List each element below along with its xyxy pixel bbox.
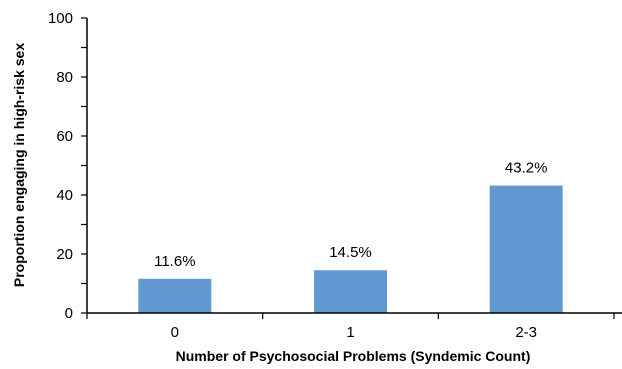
x-tick-label: 1	[346, 324, 354, 341]
x-tick-label: 0	[171, 324, 179, 341]
data-label-0: 11.6%	[154, 253, 195, 270]
y-tick-label: 60	[56, 128, 73, 145]
y-tick-label: 0	[65, 305, 73, 322]
data-labels: 11.6% 14.5% 43.2%	[154, 160, 547, 270]
bar-0	[138, 278, 212, 313]
y-tick-label: 80	[56, 69, 73, 86]
data-label-1: 14.5%	[329, 244, 372, 261]
bar-2-3	[489, 185, 563, 313]
y-axis-ticks: 0 20 40 60 80 100	[48, 10, 87, 322]
data-label-2-3: 43.2%	[505, 160, 548, 177]
x-axis-ticks: 0 1 2-3	[86, 313, 615, 341]
y-tick-label: 100	[48, 10, 73, 27]
bar-1	[314, 270, 387, 313]
x-axis-title: Number of Psychosocial Problems (Syndemi…	[176, 348, 531, 364]
y-tick-label: 40	[56, 187, 73, 204]
bars	[138, 185, 563, 313]
x-tick-label: 2-3	[515, 324, 537, 341]
y-axis-title: Proportion engaging in high-risk sex	[11, 43, 27, 287]
y-tick-label: 20	[56, 246, 73, 263]
